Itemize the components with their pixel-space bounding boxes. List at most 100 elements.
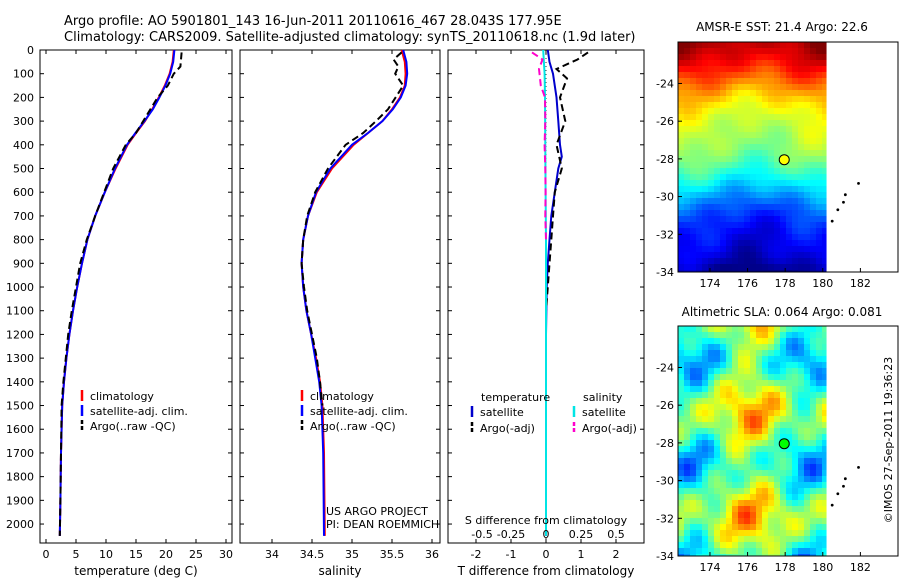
map-cell (690, 132, 696, 138)
map-cell (756, 60, 762, 66)
map-cell (768, 228, 774, 234)
map-cell (756, 392, 762, 398)
map-cell (804, 470, 810, 476)
map-cell (708, 350, 714, 356)
map-cell (768, 518, 774, 524)
map-cell (690, 374, 696, 380)
x-tick-label: 34 (265, 548, 279, 561)
map-cell (750, 434, 756, 440)
map-cell (804, 258, 810, 264)
map-cell (738, 48, 744, 54)
map-cell (690, 72, 696, 78)
map-cell (690, 428, 696, 434)
map-cell (744, 494, 750, 500)
map-cell (726, 512, 732, 518)
map-cell (714, 180, 720, 186)
map-cell (810, 500, 816, 506)
map-cell (750, 332, 756, 338)
map-cell (744, 162, 750, 168)
map-cell (792, 488, 798, 494)
map-cell (720, 398, 726, 404)
map-cell (696, 162, 702, 168)
map-cell (726, 228, 732, 234)
map-cell (756, 398, 762, 404)
legend-label: satellite-adj. clim. (310, 405, 408, 418)
map-cell (816, 78, 822, 84)
map-cell (798, 506, 804, 512)
map-cell (756, 228, 762, 234)
x-tick-label: 15 (129, 548, 143, 561)
map-cell (690, 102, 696, 108)
map-cell (822, 270, 827, 272)
map-cell (780, 548, 786, 554)
map-cell (810, 252, 816, 258)
map-cell (690, 114, 696, 120)
map-cell (726, 338, 732, 344)
map-cell (726, 488, 732, 494)
map-cell (720, 482, 726, 488)
map-cell (774, 404, 780, 410)
map-cell (678, 494, 684, 500)
map-cell (822, 332, 827, 338)
map-cell (708, 338, 714, 344)
map-cell (702, 258, 708, 264)
map-cell (750, 356, 756, 362)
map-cell (732, 72, 738, 78)
map-cell (708, 374, 714, 380)
map-cell (786, 542, 792, 548)
map-cell (792, 452, 798, 458)
map-cell (786, 374, 792, 380)
legend-label: Argo(-adj) (480, 422, 535, 435)
map-cell (762, 72, 768, 78)
map-cell (702, 500, 708, 506)
map-cell (762, 186, 768, 192)
map-cell (804, 476, 810, 482)
map-cell (738, 506, 744, 512)
map-cell (720, 102, 726, 108)
map-cell (714, 60, 720, 66)
map-cell (816, 380, 822, 386)
map-cell (744, 144, 750, 150)
map-cell (696, 216, 702, 222)
map-cell (804, 144, 810, 150)
map-cell (768, 386, 774, 392)
map-cell (822, 482, 827, 488)
map-cell (696, 246, 702, 252)
map-cell (726, 428, 732, 434)
map-cell (720, 210, 726, 216)
map-cell (804, 326, 810, 332)
map-cell (768, 174, 774, 180)
map-cell (708, 380, 714, 386)
map-cell (756, 96, 762, 102)
map-cell (768, 144, 774, 150)
map-cell (756, 440, 762, 446)
map-cell (678, 368, 684, 374)
map-cell (810, 362, 816, 368)
map-cell (780, 90, 786, 96)
map-cell (738, 530, 744, 536)
map-cell (726, 126, 732, 132)
map-cell (708, 506, 714, 512)
map-cell (792, 500, 798, 506)
map-cell (786, 548, 792, 554)
map-cell (798, 518, 804, 524)
map-cell (702, 48, 708, 54)
map-cell (804, 174, 810, 180)
map-cell (762, 66, 768, 72)
map-field-sla-map (678, 326, 827, 556)
map-cell (696, 524, 702, 530)
map-cell (804, 234, 810, 240)
map-cell (744, 84, 750, 90)
map-cell (726, 84, 732, 90)
map-cell (768, 392, 774, 398)
map-cell (678, 144, 684, 150)
map-cell (822, 344, 827, 350)
map-cell (780, 240, 786, 246)
map-cell (756, 168, 762, 174)
map-cell (816, 126, 822, 132)
map-cell (714, 48, 720, 54)
map-cell (756, 240, 762, 246)
map-cell (690, 192, 696, 198)
map-cell (738, 192, 744, 198)
map-cell (804, 488, 810, 494)
